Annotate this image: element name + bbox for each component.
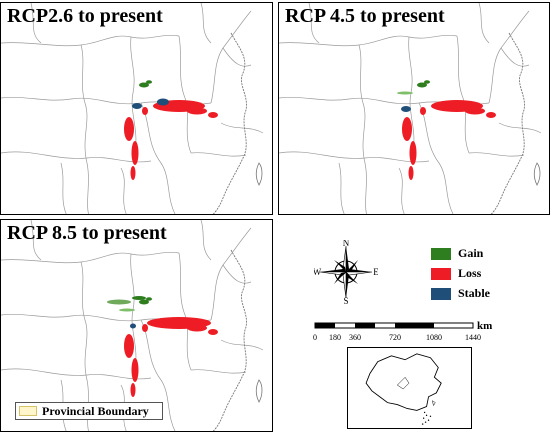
loss-patch — [187, 107, 207, 115]
scale-tick: 180 — [329, 333, 341, 342]
scale-tick: 360 — [349, 333, 361, 342]
loss-patch — [208, 112, 218, 118]
stable-patch — [157, 98, 169, 106]
gain-patch — [424, 80, 430, 84]
province-boundaries — [279, 3, 542, 214]
gain-patch — [132, 296, 146, 300]
loss-patch — [142, 324, 148, 332]
boundary-label: Provincial Boundary — [42, 404, 149, 418]
habitat-change-patches — [107, 296, 218, 397]
map-panel-rcp85: RCP 8.5 to present Provincial Boundary — [0, 219, 273, 432]
loss-patch — [402, 117, 412, 141]
compass-e: E — [373, 267, 378, 277]
gain-patch — [146, 80, 152, 84]
scale-tick: 1080 — [426, 333, 442, 342]
legend-label: Gain — [458, 246, 484, 260]
map-panel-rcp45: RCP 4.5 to present — [278, 2, 550, 215]
habitat-change-patches — [124, 80, 218, 180]
legend-swatch-gain — [431, 248, 451, 260]
gain-patch — [119, 308, 135, 312]
provincial-boundary-legend: Provincial Boundary — [15, 402, 163, 420]
taiwan-outline — [432, 400, 436, 407]
loss-patch — [486, 112, 496, 118]
legend-swatch-stable — [431, 288, 451, 300]
loss-patch — [131, 141, 139, 165]
gain-patch — [397, 91, 413, 95]
map-rcp85 — [1, 220, 264, 431]
loss-patch — [130, 166, 136, 180]
loss-patch — [131, 358, 139, 382]
province-boundaries — [1, 3, 264, 214]
loss-patch — [142, 107, 148, 115]
boundary-swatch — [19, 406, 37, 416]
gain-patch — [107, 299, 131, 305]
loss-patch — [130, 383, 136, 397]
china-inset-map — [347, 347, 472, 429]
gain-patch — [139, 299, 149, 305]
south-china-sea-islands — [421, 411, 432, 425]
legend-swatch-loss — [431, 268, 451, 280]
legend-label: Stable — [458, 286, 491, 300]
scale-bar: km 0 180 360 720 1080 1440 — [313, 320, 492, 342]
loss-patch — [465, 107, 485, 115]
stable-patch — [130, 323, 136, 329]
map-panel-rcp26: RCP2.6 to present — [0, 2, 273, 215]
scale-tick: 720 — [389, 333, 401, 342]
inset-study-area — [396, 376, 410, 390]
map-rcp45 — [279, 3, 542, 214]
compass-n: N — [343, 240, 350, 248]
scale-unit: km — [477, 320, 492, 332]
scale-tick: 0 — [313, 333, 317, 342]
stable-patch — [132, 103, 142, 109]
loss-patch — [124, 117, 134, 141]
panel-title: RCP 8.5 to present — [7, 222, 167, 244]
map-rcp26 — [1, 3, 264, 214]
stable-patch — [401, 106, 411, 112]
habitat-change-patches — [397, 80, 496, 180]
loss-patch — [420, 107, 426, 115]
panel-title: RCP 4.5 to present — [285, 5, 445, 27]
compass-rose-icon: N S E W — [314, 240, 378, 304]
gain-patch — [417, 82, 427, 88]
gain-patch — [146, 297, 152, 301]
gain-patch — [139, 82, 149, 88]
loss-patch — [124, 334, 134, 358]
loss-patch — [187, 324, 207, 332]
province-boundaries — [1, 220, 264, 431]
compass-w: W — [314, 267, 322, 277]
panel-title: RCP2.6 to present — [7, 5, 163, 27]
loss-patch — [409, 141, 417, 165]
loss-patch — [408, 166, 414, 180]
scale-tick: 1440 — [465, 333, 481, 342]
legend-label: Loss — [458, 266, 482, 280]
compass-s: S — [343, 296, 348, 304]
loss-patch — [208, 329, 218, 335]
